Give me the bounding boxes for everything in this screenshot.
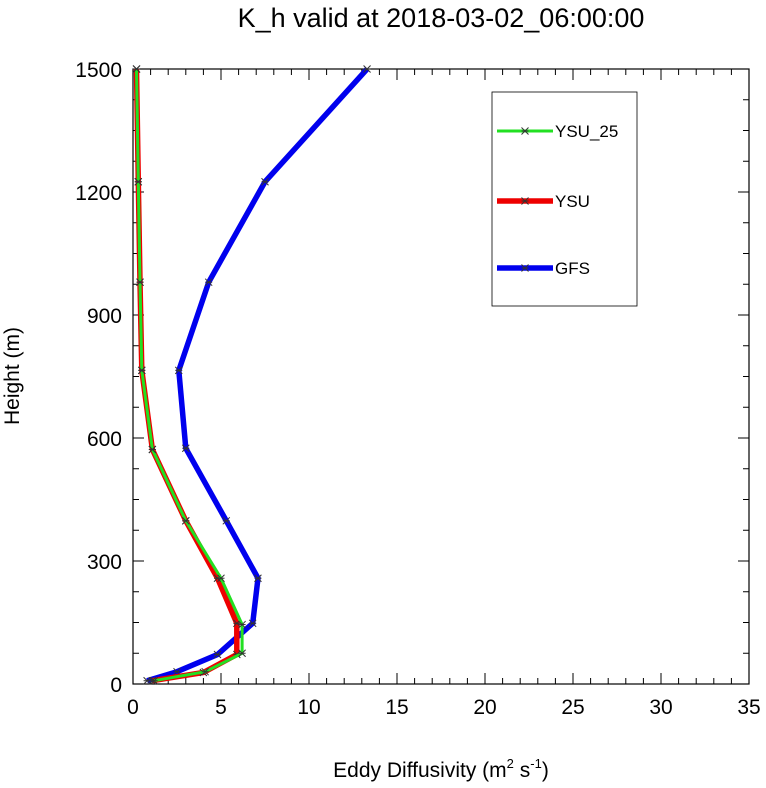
data-point-marker: [201, 667, 210, 676]
data-point-marker: [248, 619, 257, 628]
data-point-marker: [521, 264, 529, 272]
x-axis-label: Eddy Diffusivity (m2 s-1): [333, 756, 549, 782]
data-point-marker: [363, 65, 371, 73]
data-point-marker: [150, 676, 158, 685]
data-point-marker: [254, 574, 262, 583]
data-point-marker: [136, 278, 144, 287]
data-point-marker: [238, 620, 246, 629]
x-tick-label: 10: [297, 696, 320, 719]
x-tick-label: 30: [649, 696, 672, 719]
y-tick-label: 600: [87, 428, 122, 451]
data-point-marker: [148, 445, 157, 454]
chart-title: K_h valid at 2018-03-02_06:00:00: [238, 3, 645, 33]
data-point-marker: [217, 574, 225, 583]
data-point-marker: [222, 516, 231, 525]
x-tick-label: 25: [561, 696, 584, 719]
y-tick-label: 1500: [75, 59, 122, 82]
data-point-marker: [174, 366, 183, 375]
data-point-marker: [261, 177, 269, 186]
x-tick-label: 0: [127, 696, 139, 719]
data-point-marker: [181, 516, 190, 525]
data-point-marker: [132, 65, 141, 73]
data-point-marker: [134, 177, 143, 186]
legend: YSU_25 YSU GFS: [491, 91, 638, 307]
series-line-ysu: [133, 68, 240, 684]
y-tick-label: 0: [110, 674, 122, 697]
y-tick-label: 900: [87, 305, 122, 328]
y-axis-label: Height (m): [1, 327, 24, 425]
data-point-marker: [521, 197, 529, 205]
x-axis-label-main: Eddy Diffusivity (m: [333, 759, 507, 782]
y-tick-label: 300: [87, 551, 122, 574]
data-point-marker: [521, 127, 529, 135]
x-axis-label-end: ): [542, 759, 549, 782]
data-point-marker: [238, 649, 246, 658]
x-axis-label-mid: s: [514, 759, 530, 782]
data-point-marker: [137, 366, 146, 375]
legend-label: GFS: [555, 259, 590, 278]
data-point-marker: [213, 650, 222, 659]
x-tick-label: 5: [215, 696, 227, 719]
legend-label: YSU: [555, 192, 590, 211]
series-line-ysu-25: [135, 68, 244, 683]
x-axis-label-sup1: 2: [507, 756, 514, 771]
x-tick-label: 35: [737, 696, 760, 719]
x-tick-label: 20: [473, 696, 496, 719]
legend-label: YSU_25: [555, 122, 618, 141]
x-tick-label: 15: [385, 696, 408, 719]
y-tick-label: 1200: [75, 182, 122, 205]
series-line-gfs: [146, 67, 370, 684]
data-point-marker: [181, 444, 190, 453]
data-point-marker: [204, 278, 213, 287]
x-axis-label-sup2: -1: [530, 756, 542, 771]
